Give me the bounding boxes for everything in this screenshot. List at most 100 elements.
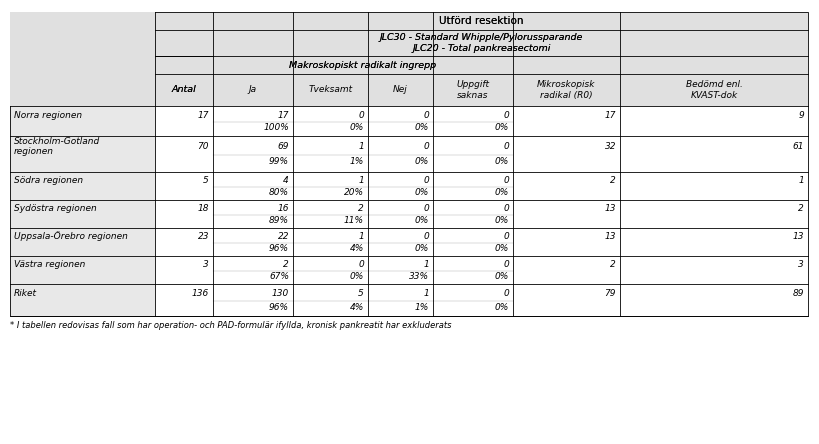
Text: 2: 2 bbox=[358, 204, 364, 213]
Text: Bedömd enl.
KVAST-dok: Bedömd enl. KVAST-dok bbox=[685, 80, 741, 100]
Bar bbox=[619, 284, 807, 316]
Bar bbox=[292, 256, 368, 284]
Bar bbox=[292, 228, 368, 256]
Bar bbox=[368, 172, 432, 200]
Text: 2: 2 bbox=[283, 260, 288, 269]
Text: 61: 61 bbox=[791, 142, 803, 151]
Text: 1: 1 bbox=[358, 142, 364, 151]
Bar bbox=[292, 284, 368, 316]
Bar bbox=[432, 172, 513, 200]
Text: 9: 9 bbox=[797, 111, 803, 119]
Text: 0: 0 bbox=[423, 142, 428, 151]
Bar bbox=[292, 172, 368, 200]
Text: 1: 1 bbox=[358, 176, 364, 185]
Bar bbox=[619, 106, 807, 136]
Bar bbox=[155, 12, 807, 30]
Text: 13: 13 bbox=[604, 232, 615, 241]
Text: 0%: 0% bbox=[494, 188, 509, 197]
Bar bbox=[513, 200, 619, 228]
Bar bbox=[513, 228, 619, 256]
Text: Sydöstra regionen: Sydöstra regionen bbox=[14, 204, 97, 213]
Text: JLC30 - Standard Whipple/Pylorussparande
JLC20 - Total pankreasectomi: JLC30 - Standard Whipple/Pylorussparande… bbox=[379, 33, 582, 53]
Bar bbox=[10, 106, 155, 136]
Bar bbox=[292, 136, 368, 172]
Bar bbox=[213, 284, 292, 316]
Text: 0: 0 bbox=[503, 232, 509, 241]
Text: 0%: 0% bbox=[494, 158, 509, 166]
Text: 1%: 1% bbox=[350, 158, 364, 166]
Bar bbox=[10, 228, 155, 256]
Text: 69: 69 bbox=[277, 142, 288, 151]
Text: Södra regionen: Södra regionen bbox=[14, 176, 83, 185]
Text: Uppsala-Örebro regionen: Uppsala-Örebro regionen bbox=[14, 231, 128, 242]
Bar bbox=[213, 136, 292, 172]
Text: 1: 1 bbox=[423, 289, 428, 298]
Text: 0%: 0% bbox=[494, 216, 509, 225]
Text: 99%: 99% bbox=[269, 158, 288, 166]
Text: Makroskopiskt radikalt ingrepp: Makroskopiskt radikalt ingrepp bbox=[289, 60, 436, 70]
Text: 0: 0 bbox=[358, 260, 364, 269]
Text: 32: 32 bbox=[604, 142, 615, 151]
Text: 0%: 0% bbox=[414, 216, 428, 225]
Text: Antal: Antal bbox=[171, 86, 196, 95]
Text: 130: 130 bbox=[271, 289, 288, 298]
Bar bbox=[432, 200, 513, 228]
Text: Nej: Nej bbox=[392, 86, 407, 95]
Bar bbox=[432, 136, 513, 172]
Bar bbox=[619, 228, 807, 256]
Text: 5: 5 bbox=[358, 289, 364, 298]
Bar bbox=[10, 172, 155, 200]
Bar bbox=[368, 256, 432, 284]
Bar bbox=[10, 284, 155, 316]
Text: 0: 0 bbox=[503, 204, 509, 213]
Bar bbox=[513, 106, 619, 136]
Text: 3: 3 bbox=[203, 260, 209, 269]
Text: 70: 70 bbox=[197, 142, 209, 151]
Text: 4: 4 bbox=[283, 176, 288, 185]
Text: Norra regionen: Norra regionen bbox=[14, 111, 82, 119]
Text: Uppgift
saknas: Uppgift saknas bbox=[456, 80, 489, 100]
Bar bbox=[10, 12, 155, 106]
Text: 0%: 0% bbox=[494, 302, 509, 312]
Bar bbox=[10, 256, 155, 284]
Bar bbox=[368, 136, 432, 172]
Text: Ja: Ja bbox=[249, 86, 256, 95]
Bar bbox=[213, 56, 513, 74]
Text: 0%: 0% bbox=[494, 123, 509, 132]
Bar bbox=[11, 12, 155, 106]
Bar bbox=[213, 256, 292, 284]
Text: Antal: Antal bbox=[171, 86, 196, 95]
Bar bbox=[292, 74, 368, 106]
Bar bbox=[10, 12, 807, 316]
Bar bbox=[155, 56, 213, 74]
Bar bbox=[292, 200, 368, 228]
Text: 16: 16 bbox=[277, 204, 288, 213]
Text: 11%: 11% bbox=[344, 216, 364, 225]
Text: 4%: 4% bbox=[350, 244, 364, 253]
Text: 0%: 0% bbox=[350, 123, 364, 132]
Text: 2: 2 bbox=[609, 260, 615, 269]
Text: 79: 79 bbox=[604, 289, 615, 298]
Text: 0: 0 bbox=[503, 289, 509, 298]
Text: 20%: 20% bbox=[344, 188, 364, 197]
Bar bbox=[155, 172, 213, 200]
Bar bbox=[10, 200, 155, 228]
Bar bbox=[155, 106, 213, 136]
Bar bbox=[155, 200, 213, 228]
Bar bbox=[213, 228, 292, 256]
Bar bbox=[155, 136, 213, 172]
Bar bbox=[155, 228, 213, 256]
Text: Mikroskopisk
radikal (R0): Mikroskopisk radikal (R0) bbox=[536, 80, 595, 100]
Bar bbox=[368, 284, 432, 316]
Text: 17: 17 bbox=[277, 111, 288, 119]
Bar bbox=[513, 56, 619, 74]
Bar bbox=[619, 74, 807, 106]
Text: 3: 3 bbox=[797, 260, 803, 269]
Text: Tveksamt: Tveksamt bbox=[308, 86, 352, 95]
Text: JLC30 - Standard Whipple/Pylorussparande
JLC20 - Total pankreasectomi: JLC30 - Standard Whipple/Pylorussparande… bbox=[379, 33, 582, 53]
Bar bbox=[155, 74, 213, 106]
Text: 0%: 0% bbox=[414, 244, 428, 253]
Text: 0: 0 bbox=[358, 111, 364, 119]
Bar bbox=[513, 74, 619, 106]
Text: Västra regionen: Västra regionen bbox=[14, 260, 85, 269]
